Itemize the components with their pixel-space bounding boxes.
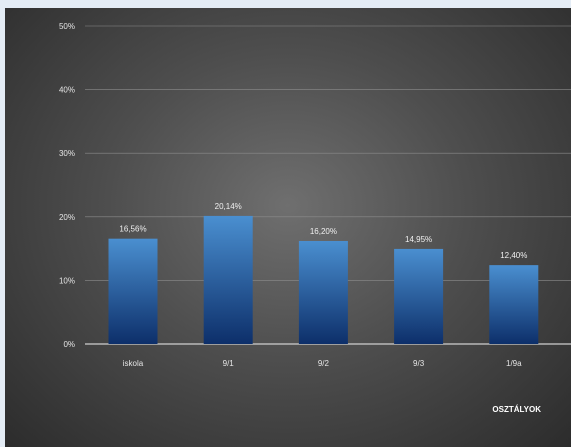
data-label: 12,40% bbox=[500, 251, 527, 260]
bar bbox=[108, 238, 158, 344]
y-tick-label: 50% bbox=[59, 22, 75, 31]
x-axis-title: OSZTÁLYOK bbox=[492, 405, 541, 414]
data-label: 20,14% bbox=[215, 202, 242, 211]
bar bbox=[489, 265, 539, 344]
data-labels: 16,56% 20,14% 16,20% 14,95% 12,40% bbox=[119, 202, 527, 260]
x-tick-label: 9/1 bbox=[223, 359, 235, 368]
x-tick-label: 9/2 bbox=[318, 359, 330, 368]
bar bbox=[203, 215, 253, 344]
y-tick-label: 40% bbox=[59, 86, 75, 95]
bar-chart: 0% 10% 20% 30% 40% 50% 16,56% 20,14% 16,20% 14,9… bbox=[59, 22, 571, 414]
x-tick-label: iskola bbox=[123, 359, 144, 368]
x-tick-label: 1/9a bbox=[506, 359, 522, 368]
x-axis-ticks: iskola 9/1 9/2 9/3 1/9a bbox=[123, 359, 522, 368]
bar bbox=[298, 240, 348, 344]
data-label: 16,56% bbox=[119, 225, 146, 234]
y-tick-label: 30% bbox=[59, 149, 75, 158]
bars bbox=[108, 215, 539, 344]
data-label: 14,95% bbox=[405, 235, 432, 244]
y-axis-ticks: 0% 10% 20% 30% 40% 50% bbox=[59, 22, 75, 349]
y-tick-label: 20% bbox=[59, 213, 75, 222]
y-tick-label: 0% bbox=[63, 340, 75, 349]
y-tick-label: 10% bbox=[59, 276, 75, 285]
data-label: 16,20% bbox=[310, 227, 337, 236]
bar bbox=[394, 248, 444, 344]
x-tick-label: 9/3 bbox=[413, 359, 425, 368]
chart-panel: 0% 10% 20% 30% 40% 50% 16,56% 20,14% 16,20% 14,9… bbox=[5, 8, 571, 447]
